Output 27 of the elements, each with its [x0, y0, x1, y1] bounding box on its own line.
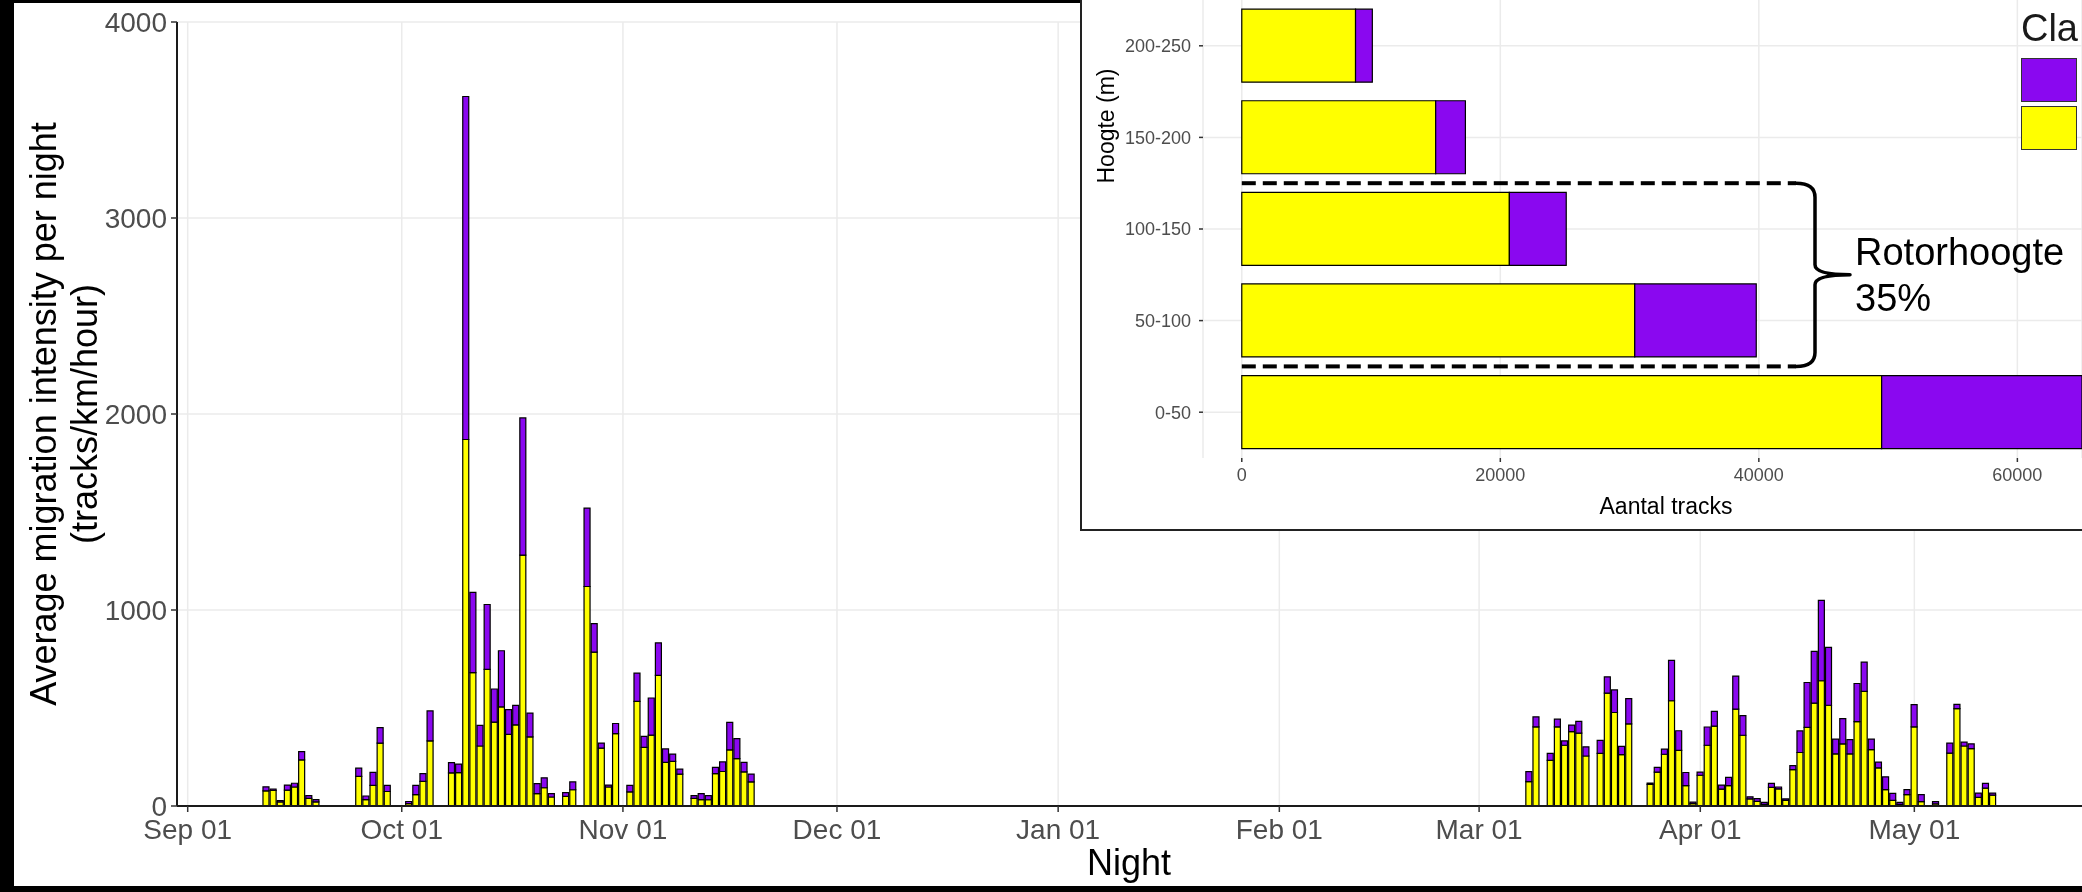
y-tick-label: 200-250 — [1124, 36, 1191, 57]
x-axis-title: Aantal tracks — [1599, 492, 1733, 520]
annotation: Rotorhoogte 35% — [1855, 229, 2065, 321]
y-tick-label: 3000 — [104, 202, 167, 234]
y-tick-label: 1000 — [104, 594, 167, 626]
y-tick-label: 4000 — [104, 6, 167, 38]
x-tick-label: Mar 01 — [1435, 813, 1523, 845]
x-tick-label: Jan 01 — [1016, 813, 1101, 845]
x-axis-title: Night — [1086, 842, 1172, 884]
x-tick-label: 60000 — [1992, 464, 2043, 485]
x-tick-label: Feb 01 — [1235, 813, 1323, 845]
y-tick-label: 150-200 — [1124, 127, 1191, 148]
x-tick-label: Apr 01 — [1659, 813, 1742, 845]
x-tick-label: Nov 01 — [578, 813, 668, 845]
x-tick-label: 0 — [1236, 464, 1247, 485]
y-tick-label: 100-150 — [1124, 219, 1191, 240]
x-tick-label: 40000 — [1733, 464, 1784, 485]
x-tick-label: 20000 — [1475, 464, 1526, 485]
x-tick-label: May 01 — [1868, 813, 1961, 845]
legend-title: Cla — [2020, 7, 2078, 50]
y-tick-label: 2000 — [104, 398, 167, 430]
y-tick-label: 0-50 — [1154, 402, 1191, 423]
x-tick-label: Oct 01 — [360, 813, 443, 845]
y-axis-title: Average migration intensity per night (tracks/km/hour) — [22, 122, 106, 706]
y-axis-title: Hoogte (m) — [1092, 68, 1120, 184]
y-tick-label: 50-100 — [1134, 310, 1191, 331]
x-tick-label: Dec 01 — [792, 813, 882, 845]
